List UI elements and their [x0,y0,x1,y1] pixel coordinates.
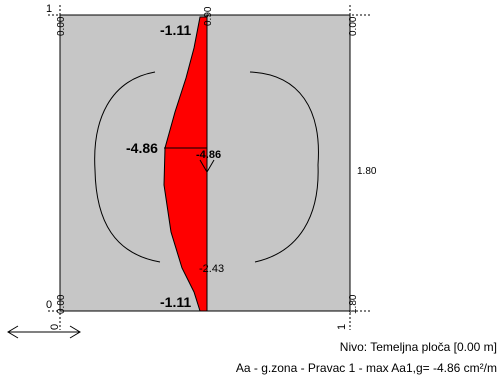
caption-description: Aa - g.zona - Pravac 1 - max Aa1,g= -4.8… [236,361,497,375]
diagram-max-value: -4.86 [126,140,158,156]
top-left-corner-label: 0.00 [56,16,67,36]
double-arrow-horizontal-icon [7,325,81,339]
contour-line [94,71,319,263]
diagram-top-value: -1.11 [160,22,191,38]
bottom-left-corner-label: 0.00 [56,294,67,314]
right-y-label: 1.80 [357,166,377,177]
bottom-left-index: 0 [46,299,52,311]
bottom-left-x: 0 [49,324,61,330]
bottom-right-index: 1 [336,324,348,330]
top-x-label: 0.90 [203,6,214,26]
diagram-bottom-value: -1.11 [160,294,191,310]
top-right-corner-label: 0.00 [348,16,359,36]
diagram-lower-value: -2.43 [199,263,224,275]
top-left-index: 1 [46,3,52,15]
caption-level: Nivo: Temeljna ploča [0.00 m] [340,340,497,354]
bottom-right-corner-label: 1.80 [348,294,359,314]
diagram-center-value: -4.86 [196,149,221,161]
center-marker-tick-left [199,159,208,173]
center-marker-tick-right [206,159,215,173]
